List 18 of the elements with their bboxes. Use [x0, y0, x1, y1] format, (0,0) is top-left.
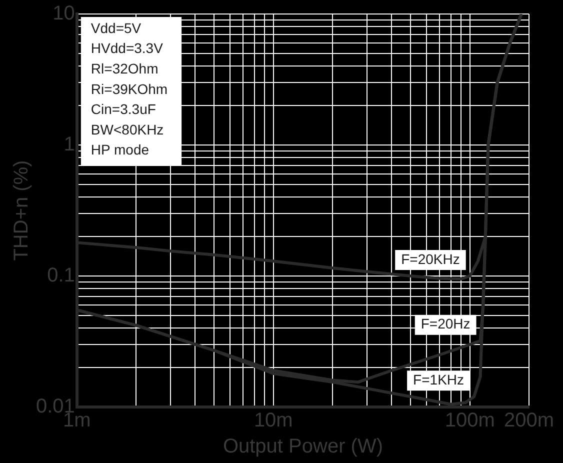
series-label: F=20Hz	[420, 316, 470, 332]
x-tick-label: 100m	[444, 410, 495, 432]
series-label: F=1KHz	[413, 371, 464, 388]
annotation: HP mode	[90, 142, 150, 158]
y-tick-label: 10	[52, 2, 75, 25]
annotation: Ri=39KOhm	[90, 80, 168, 97]
y-tick-label: 1	[64, 134, 75, 156]
annotation: HVdd=3.3V	[90, 40, 164, 56]
y-tick-label: 0.1	[47, 264, 75, 287]
series-label: F=20KHz	[401, 250, 460, 267]
y-axis-title: THD+n (%)	[10, 160, 33, 261]
annotation: Vdd=5V	[90, 20, 142, 36]
annotation: Cin=3.3uF	[90, 101, 156, 118]
annotation: BW<80KHz	[90, 121, 164, 138]
x-axis-title: Output Power (W)	[222, 436, 383, 458]
x-tick-label: 10m	[254, 410, 293, 432]
annotation: Rl=32Ohm	[90, 60, 158, 76]
x-tick-label: 200m	[504, 410, 554, 432]
